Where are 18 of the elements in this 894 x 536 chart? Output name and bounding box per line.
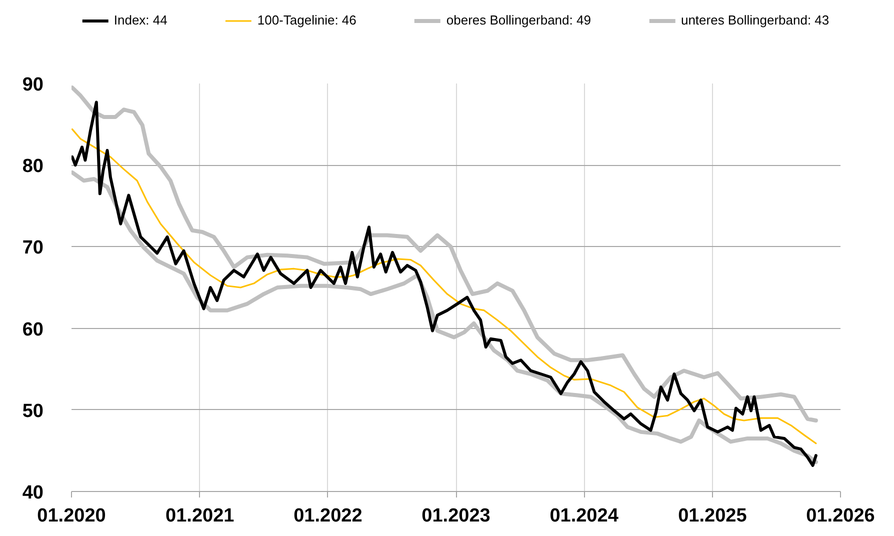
x-tick-label: 01.2026 bbox=[806, 506, 875, 526]
legend-label: 100-Tagelinie: 46 bbox=[257, 12, 356, 28]
x-tick-label: 01.2020 bbox=[37, 506, 106, 526]
y-tick-label: 70 bbox=[22, 238, 44, 259]
x-tick-label: 01.2023 bbox=[422, 506, 490, 526]
legend-label: Index: 44 bbox=[114, 12, 168, 28]
y-tick-label: 90 bbox=[22, 74, 44, 96]
legend-label: unteres Bollingerband: 43 bbox=[680, 12, 830, 28]
legend-label: oberes Bollingerband: 49 bbox=[446, 12, 591, 28]
y-tick-label: 40 bbox=[22, 482, 44, 504]
y-tick-label: 50 bbox=[22, 400, 44, 422]
x-tick-label: 01.2021 bbox=[166, 506, 235, 526]
x-tick-label: 01.2025 bbox=[678, 506, 748, 526]
y-tick-label: 60 bbox=[22, 319, 44, 340]
y-tick-label: 80 bbox=[22, 156, 44, 178]
x-tick-label: 01.2022 bbox=[294, 506, 362, 526]
x-tick-label: 01.2024 bbox=[550, 506, 619, 526]
line-series bbox=[72, 86, 818, 423]
